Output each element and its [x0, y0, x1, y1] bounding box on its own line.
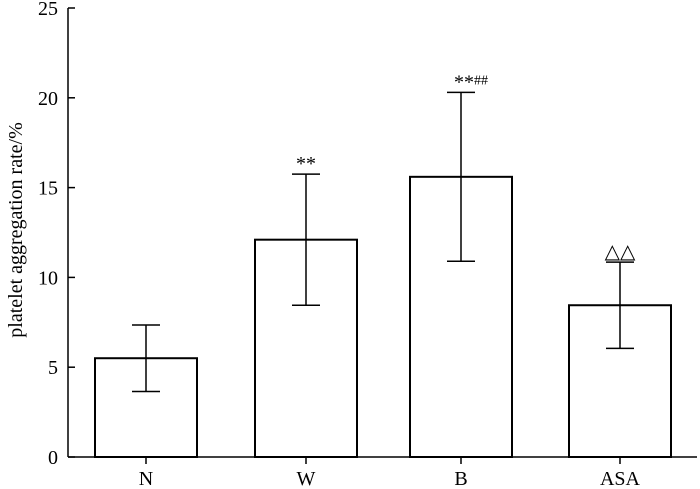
x-tick-label: N [139, 468, 153, 489]
x-tick-label: W [297, 468, 316, 489]
plot-area: 0 5 10 15 20 25 N W ** B **## ASA △△ [38, 0, 697, 489]
significance-label: △△ [605, 241, 636, 263]
y-tick-label: 25 [38, 0, 58, 20]
y-tick-label: 20 [38, 88, 58, 110]
x-tick-label: ASA [600, 468, 641, 489]
bar [254, 238, 358, 458]
y-tick-label: 5 [48, 357, 58, 379]
y-tick-label: 10 [38, 267, 58, 289]
significance-label: **## [454, 71, 488, 93]
y-tick-label: 0 [48, 447, 58, 469]
y-axis-label: platelet aggregation rate/% [5, 122, 27, 337]
significance-label: ** [296, 153, 316, 175]
x-tick-label: B [454, 468, 467, 489]
y-tick-label: 15 [38, 178, 58, 200]
